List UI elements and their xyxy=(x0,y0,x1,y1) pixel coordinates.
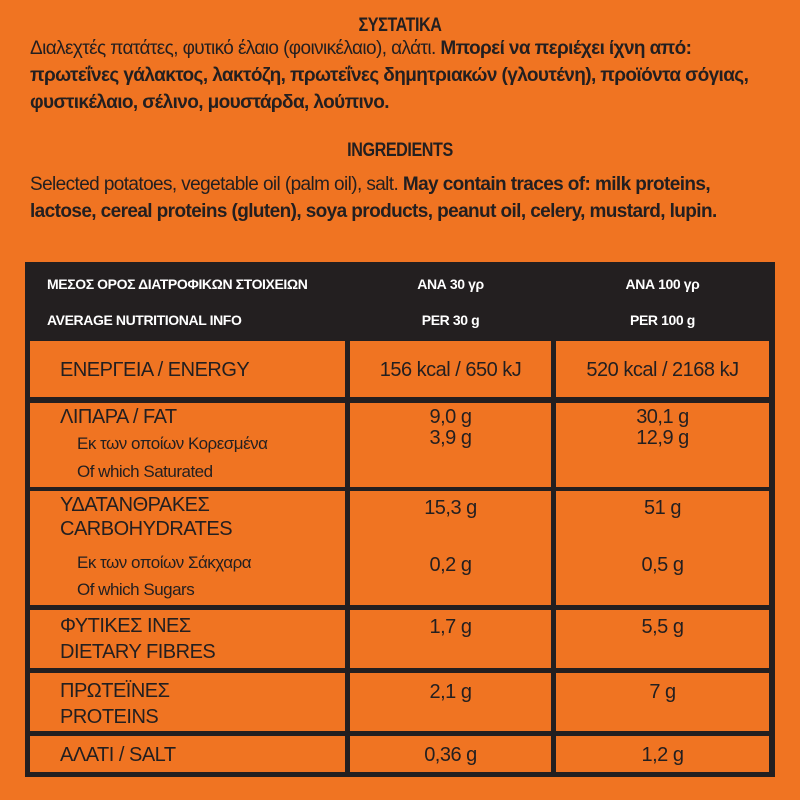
proteins-label-english: PROTEINS xyxy=(60,706,159,728)
sugars-label-greek: Εκ των οποίων Σάκχαρα xyxy=(77,553,252,572)
fibres-per100: 5,5 g xyxy=(641,616,684,638)
carbs-label-greek: ΥΔΑΤΑΝΘΡΑΚΕΣ xyxy=(60,494,210,516)
energy-per100: 520 kcal / 2168 kJ xyxy=(586,359,739,381)
carbs-per30-cell: 15,3 g 0,2 g xyxy=(350,491,551,605)
header-label-greek: ΜΕΣΟΣ ΟΡΟΣ ΔΙΑΤΡΟΦΙΚΩΝ ΣΤΟΙΧΕΙΩΝ xyxy=(47,276,308,292)
fibres-label-english: DIETARY FIBRES xyxy=(60,641,216,663)
salt-per100-cell: 1,2 g xyxy=(556,736,769,772)
ingredients-english: Selected potatoes, vegetable oil (palm o… xyxy=(30,174,399,195)
proteins-per30-cell: 2,1 g xyxy=(350,673,551,731)
fat-per100: 30,1 g xyxy=(636,406,689,428)
header-label-english: AVERAGE NUTRITIONAL INFO xyxy=(47,312,242,328)
header-per30-greek: ΑΝΑ 30 γρ xyxy=(417,276,484,292)
fibres-per30-cell: 1,7 g xyxy=(350,610,551,668)
fibres-per30: 1,7 g xyxy=(429,616,472,638)
saturated-label-greek: Εκ των οποίων Κορεσμένα xyxy=(77,434,268,453)
energy-label-cell: ΕΝΕΡΓΕΙΑ / ENERGY xyxy=(30,341,345,397)
salt-per30-cell: 0,36 g xyxy=(350,736,551,772)
sugars-per30: 0,2 g xyxy=(429,554,472,576)
saturated-per30: 3,9 g xyxy=(429,427,472,449)
energy-per30: 156 kcal / 650 kJ xyxy=(379,359,522,381)
proteins-label-greek: ΠΡΩΤΕΪΝΕΣ xyxy=(60,680,170,702)
energy-per100-cell: 520 kcal / 2168 kJ xyxy=(556,341,769,397)
carbs-per100-cell: 51 g 0,5 g xyxy=(556,491,769,605)
salt-label: ΑΛΑΤΙ / SALT xyxy=(60,744,176,766)
carbs-label-english: CARBOHYDRATES xyxy=(60,518,233,540)
fat-per30-cell: 9,0 g 3,9 g xyxy=(350,403,551,487)
fat-label-cell: ΛΙΠΑΡΑ / FAT Εκ των οποίων Κορεσμένα Of … xyxy=(30,403,345,487)
fat-label: ΛΙΠΑΡΑ / FAT xyxy=(60,406,177,428)
salt-per100: 1,2 g xyxy=(641,744,684,766)
fat-per100-cell: 30,1 g 12,9 g xyxy=(556,403,769,487)
fibres-label-greek: ΦΥΤΙΚΕΣ ΙΝΕΣ xyxy=(60,615,191,637)
saturated-per100: 12,9 g xyxy=(636,427,689,449)
header-per100-english: PER 100 g xyxy=(630,312,695,328)
ingredients-title-greek: ΣΥΣΤΑΤΙΚΑ xyxy=(358,15,442,36)
salt-per30: 0,36 g xyxy=(424,744,477,766)
sugars-per100: 0,5 g xyxy=(641,554,684,576)
nutrition-table: ΜΕΣΟΣ ΟΡΟΣ ΔΙΑΤΡΟΦΙΚΩΝ ΣΤΟΙΧΕΙΩΝ AVERAGE… xyxy=(25,262,775,777)
ingredients-text-english: Selected potatoes, vegetable oil (palm o… xyxy=(30,171,770,225)
fibres-per100-cell: 5,5 g xyxy=(556,610,769,668)
header-per30-english: PER 30 g xyxy=(421,312,480,328)
proteins-per100: 7 g xyxy=(649,681,676,703)
proteins-per30: 2,1 g xyxy=(429,681,472,703)
proteins-label-cell: ΠΡΩΤΕΪΝΕΣ PROTEINS xyxy=(30,673,345,731)
ingredients-greek: Διαλεχτές πατάτες, φυτικό έλαιο (φοινικέ… xyxy=(30,38,436,59)
energy-label: ΕΝΕΡΓΕΙΑ / ENERGY xyxy=(60,359,250,381)
allergens-english: May contain traces of: milk proteins, la… xyxy=(30,174,717,222)
carbs-per30: 15,3 g xyxy=(424,497,477,519)
proteins-per100-cell: 7 g xyxy=(556,673,769,731)
energy-per30-cell: 156 kcal / 650 kJ xyxy=(350,341,551,397)
header-per100-greek: ΑΝΑ 100 γρ xyxy=(625,276,700,292)
sugars-label-english: Of which Sugars xyxy=(77,580,195,599)
fibres-label-cell: ΦΥΤΙΚΕΣ ΙΝΕΣ DIETARY FIBRES xyxy=(30,610,345,668)
carbs-per100: 51 g xyxy=(644,497,681,519)
ingredients-title-english: INGREDIENTS xyxy=(347,140,453,161)
fat-per30: 9,0 g xyxy=(429,406,472,428)
carbs-label-cell: ΥΔΑΤΑΝΘΡΑΚΕΣ CARBOHYDRATES Εκ των οποίων… xyxy=(30,491,345,605)
salt-label-cell: ΑΛΑΤΙ / SALT xyxy=(30,736,345,772)
ingredients-text-greek: Διαλεχτές πατάτες, φυτικό έλαιο (φοινικέ… xyxy=(30,35,770,116)
allergens-greek: Μπορεί να περιέχει ίχνη από: πρωτεΐνες γ… xyxy=(30,38,749,113)
saturated-label-english: Of which Saturated xyxy=(77,462,213,481)
